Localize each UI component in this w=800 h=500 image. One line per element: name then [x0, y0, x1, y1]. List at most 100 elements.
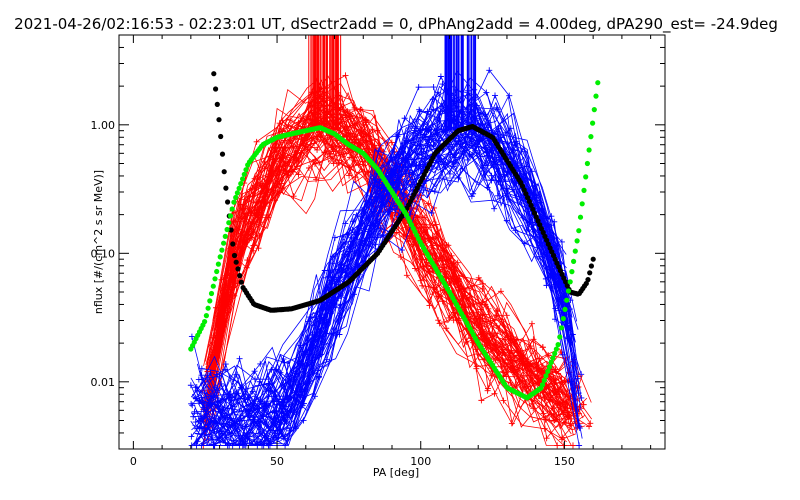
blue-sweep	[201, 149, 579, 446]
red-point	[287, 117, 294, 124]
black-fit-point	[585, 277, 591, 283]
blue-point	[495, 179, 502, 186]
blue-point	[523, 163, 530, 170]
green-fit-point	[241, 171, 247, 177]
red-point	[508, 420, 515, 427]
blue-point	[376, 185, 383, 192]
blue-point	[257, 398, 264, 405]
blue-point	[324, 284, 331, 291]
red-point	[530, 405, 537, 412]
green-fit-point	[545, 368, 551, 374]
blue-peak-spikes	[444, 35, 477, 133]
blue-point	[494, 192, 501, 199]
red-point	[523, 388, 530, 395]
green-fit-point	[546, 364, 553, 370]
red-point	[397, 254, 404, 261]
blue-point	[415, 84, 422, 91]
blue-point	[507, 125, 514, 132]
blue-point	[523, 226, 530, 233]
black-fit-point	[588, 263, 595, 269]
red-point	[435, 317, 442, 324]
blue-point	[439, 81, 446, 88]
black-fit-point	[538, 226, 545, 232]
blue-point	[447, 151, 454, 158]
blue-point	[504, 192, 511, 199]
red-point	[335, 159, 342, 166]
blue-point	[204, 372, 211, 379]
blue-point	[188, 442, 195, 449]
red-point	[495, 357, 502, 364]
red-point	[330, 160, 337, 167]
blue-point	[301, 386, 308, 393]
red-point	[285, 159, 292, 166]
blue-series	[187, 35, 585, 449]
black-fit-point	[540, 229, 546, 236]
blue-point	[418, 150, 425, 157]
black-fit-point	[223, 185, 229, 191]
blue-point	[421, 131, 428, 138]
blue-point	[242, 391, 249, 398]
red-point	[539, 344, 546, 351]
blue-point	[245, 395, 252, 402]
x-tick-label: 50	[270, 455, 284, 468]
green-fit-point	[215, 261, 221, 267]
green-fit-point	[219, 247, 225, 253]
blue-point	[466, 140, 473, 147]
green-fit-point	[238, 181, 244, 187]
red-point	[226, 275, 233, 282]
y-tick-label: 1.00	[91, 119, 116, 132]
red-point	[246, 225, 253, 232]
red-point	[507, 359, 514, 366]
blue-point	[576, 425, 583, 432]
red-point	[342, 72, 349, 79]
red-point	[541, 425, 548, 432]
blue-point	[552, 316, 559, 323]
red-point	[454, 259, 461, 266]
blue-point	[389, 205, 396, 212]
green-fit-point	[205, 305, 211, 311]
blue-point	[575, 390, 582, 397]
blue-point	[503, 217, 510, 224]
green-fit-point	[572, 248, 578, 254]
red-point	[469, 339, 476, 346]
blue-point	[188, 433, 195, 440]
red-point	[231, 292, 238, 299]
blue-point	[439, 103, 446, 110]
blue-point	[240, 438, 247, 445]
blue-point	[231, 420, 238, 427]
black-fit-point	[231, 252, 238, 259]
blue-point	[436, 117, 443, 124]
red-point	[472, 346, 479, 353]
green-fit-point	[217, 254, 223, 260]
blue-sweep	[190, 138, 583, 447]
red-point	[231, 209, 238, 216]
blue-point	[491, 205, 498, 212]
blue-point	[319, 333, 326, 340]
red-point	[290, 193, 297, 200]
red-point	[393, 229, 400, 236]
green-fit-point	[208, 290, 215, 297]
red-point	[310, 159, 317, 166]
red-point	[274, 181, 281, 188]
blue-point	[254, 420, 261, 427]
blue-point	[401, 115, 408, 122]
green-fit-point	[550, 355, 556, 361]
red-point	[255, 245, 262, 252]
red-point	[542, 416, 549, 423]
green-fit-point	[543, 373, 549, 379]
black-fit-point	[590, 256, 596, 262]
blue-point	[188, 400, 195, 407]
black-fit-point	[526, 198, 533, 205]
black-fit-point	[519, 183, 526, 189]
red-point	[501, 369, 508, 376]
red-point	[497, 288, 504, 295]
red-point	[450, 309, 457, 316]
blue-point	[528, 168, 535, 175]
black-fit-point	[525, 195, 531, 201]
red-point	[345, 129, 352, 136]
red-point	[462, 304, 469, 311]
blue-point	[224, 414, 231, 421]
green-fit-point	[221, 240, 227, 246]
red-point	[340, 150, 347, 157]
